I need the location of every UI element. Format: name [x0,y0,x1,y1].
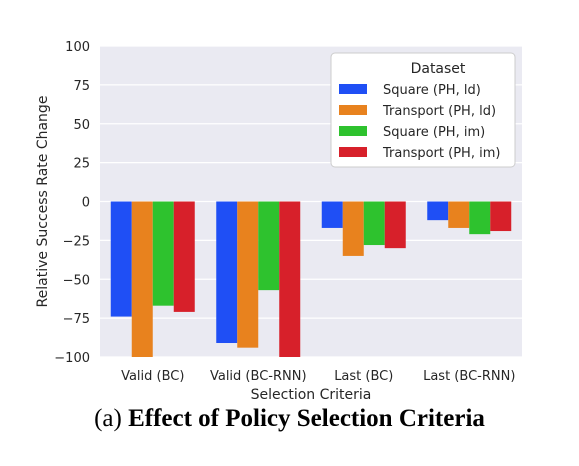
y-tick-label: −50 [63,273,90,288]
x-tick-label: Valid (BC) [121,369,184,384]
legend-swatch [339,105,367,115]
y-axis-ticks: 100 75 50 25 0 −25 −50 −75 −100 [54,40,90,366]
bar [490,201,512,232]
x-tick-label: Valid (BC-RNN) [210,369,307,384]
y-tick-label: 25 [73,157,90,172]
legend: Dataset Square (PH, ld) Transport (PH, ld… [330,52,516,168]
bar [342,201,364,256]
y-tick-label: −75 [63,312,90,327]
legend-entry: Square (PH, im) [383,125,485,140]
caption-prefix: (a) [94,405,122,432]
legend-entry: Square (PH, ld) [383,83,481,98]
bar [448,201,470,228]
legend-title: Dataset [411,61,466,77]
y-tick-label: 50 [73,118,90,133]
bar [110,201,132,317]
bar [363,201,385,246]
gridlines [100,45,522,358]
x-tick-label: Last (BC-RNN) [423,369,515,384]
y-tick-label: −100 [54,351,90,366]
y-axis-label: Relative Success Rate Change [35,96,51,308]
bar [279,201,301,357]
y-tick-label: −25 [63,234,90,249]
bar [427,201,449,221]
y-tick-label: 100 [65,40,90,55]
legend-swatch [339,147,367,157]
legend-box [330,52,516,168]
legend-entry: Transport (PH, im) [382,146,500,161]
bar [469,201,491,235]
legend-swatch [339,126,367,136]
bar [131,201,153,357]
x-tick-label: Last (BC) [334,369,393,384]
bar [237,201,259,348]
bar [321,201,343,228]
x-axis-label: Selection Criteria [251,387,372,403]
caption-title: Effect of Policy Selection Criteria [128,405,485,432]
legend-entry: Transport (PH, ld) [382,104,496,119]
y-tick-label: 0 [82,196,90,211]
bar [216,201,238,344]
y-tick-label: 75 [73,79,90,94]
x-axis-ticks: Valid (BC) Valid (BC-RNN) Last (BC) Last (B… [121,369,515,384]
figure-caption: (a) Effect of Policy Selection Criteria [0,405,579,433]
bar [152,201,174,306]
bar [258,201,280,291]
bar [173,201,195,312]
bars [110,201,512,357]
bar [384,201,406,249]
legend-swatch [339,84,367,94]
